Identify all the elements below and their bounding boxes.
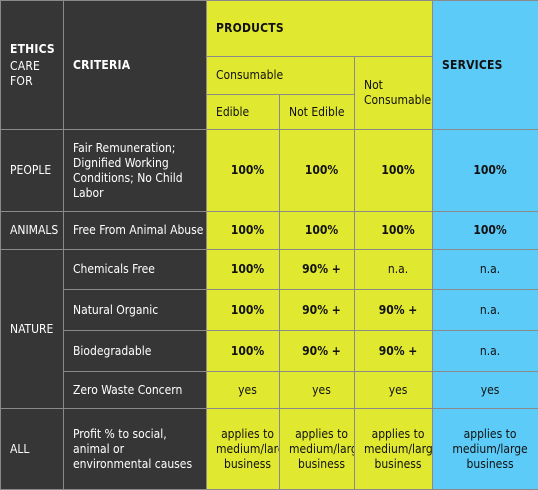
value-cell: yes <box>433 372 538 409</box>
value-cell: n.a. <box>355 250 433 290</box>
value-cell: n.a. <box>433 250 538 290</box>
for-label: FOR <box>10 74 63 89</box>
criteria-cell: Biodegradable <box>64 331 207 372</box>
value-cell: 100% <box>207 130 280 212</box>
criteria-cell: Zero Waste Concern <box>64 372 207 409</box>
criteria-cell: Chemicals Free <box>64 250 207 290</box>
value-cell: applies to medium/large business <box>433 409 538 490</box>
ethics-label: ETHICS <box>10 42 55 56</box>
table-row: Natural Organic 100% 90% + 90% + n.a. <box>1 290 538 331</box>
criteria-line: animal or <box>73 442 206 457</box>
value-cell: yes <box>355 372 433 409</box>
value-cell: 100% <box>355 212 433 250</box>
value-cell: 90% + <box>280 250 355 290</box>
note-line: medium/large <box>364 442 432 457</box>
value-cell: 100% <box>207 212 280 250</box>
products-header: PRODUCTS <box>207 1 433 57</box>
table-row: Biodegradable 100% 90% + 90% + n.a. <box>1 331 538 372</box>
ethics-care-for-header: ETHICS CARE FOR <box>1 1 64 130</box>
value-cell: yes <box>207 372 280 409</box>
note-line: applies to <box>364 427 432 442</box>
note-line: medium/large <box>289 442 354 457</box>
note-line: business <box>442 457 538 472</box>
table-row: ALL Profit % to social, animal or enviro… <box>1 409 538 490</box>
note-line: applies to <box>289 427 354 442</box>
criteria-cell: Profit % to social, animal or environmen… <box>64 409 207 490</box>
value-cell: 100% <box>355 130 433 212</box>
criteria-line: Conditions; No Child <box>73 171 206 186</box>
value-cell: 100% <box>433 212 538 250</box>
table-row: ANIMALS Free From Animal Abuse 100% 100%… <box>1 212 538 250</box>
group-animals: ANIMALS <box>1 212 64 250</box>
services-header: SERVICES <box>433 1 538 130</box>
note-line: business <box>364 457 432 472</box>
value-cell: 90% + <box>280 331 355 372</box>
criteria-line: Labor <box>73 186 206 201</box>
table-row: Zero Waste Concern yes yes yes yes <box>1 372 538 409</box>
group-all: ALL <box>1 409 64 490</box>
criteria-cell: Fair Remuneration; Dignified Working Con… <box>64 130 207 212</box>
value-cell: applies to medium/large business <box>355 409 433 490</box>
value-cell: yes <box>280 372 355 409</box>
care-label: CARE <box>10 59 63 74</box>
group-nature: NATURE <box>1 250 64 409</box>
criteria-header: CRITERIA <box>64 1 207 130</box>
criteria-line: environmental causes <box>73 457 206 472</box>
value-cell: 90% + <box>355 290 433 331</box>
criteria-line: Fair Remuneration; <box>73 141 206 156</box>
consumable-header: Consumable <box>207 57 355 95</box>
note-line: business <box>216 457 279 472</box>
criteria-cell: Natural Organic <box>64 290 207 331</box>
value-cell: 90% + <box>280 290 355 331</box>
not-consumable-header: Not Consumable <box>355 57 433 130</box>
value-cell: applies to medium/large business <box>280 409 355 490</box>
criteria-line: Profit % to social, <box>73 427 206 442</box>
value-cell: 100% <box>207 290 280 331</box>
value-cell: n.a. <box>433 290 538 331</box>
value-cell: 100% <box>207 250 280 290</box>
table-row: NATURE Chemicals Free 100% 90% + n.a. n.… <box>1 250 538 290</box>
value-cell: n.a. <box>433 331 538 372</box>
value-cell: 100% <box>280 212 355 250</box>
not-consumable-line: Consumable <box>364 93 432 108</box>
note-line: applies to <box>442 427 538 442</box>
value-cell: 100% <box>280 130 355 212</box>
criteria-line: Dignified Working <box>73 156 206 171</box>
note-line: medium/large <box>442 442 538 457</box>
not-consumable-line: Not <box>364 78 432 93</box>
value-cell: 100% <box>433 130 538 212</box>
note-line: applies to <box>216 427 279 442</box>
group-people: PEOPLE <box>1 130 64 212</box>
note-line: medium/large <box>216 442 279 457</box>
criteria-cell: Free From Animal Abuse <box>64 212 207 250</box>
table-row: PEOPLE Fair Remuneration; Dignified Work… <box>1 130 538 212</box>
note-line: business <box>289 457 354 472</box>
value-cell: 100% <box>207 331 280 372</box>
value-cell: 90% + <box>355 331 433 372</box>
not-edible-header: Not Edible <box>280 95 355 130</box>
edible-header: Edible <box>207 95 280 130</box>
value-cell: applies to medium/large business <box>207 409 280 490</box>
